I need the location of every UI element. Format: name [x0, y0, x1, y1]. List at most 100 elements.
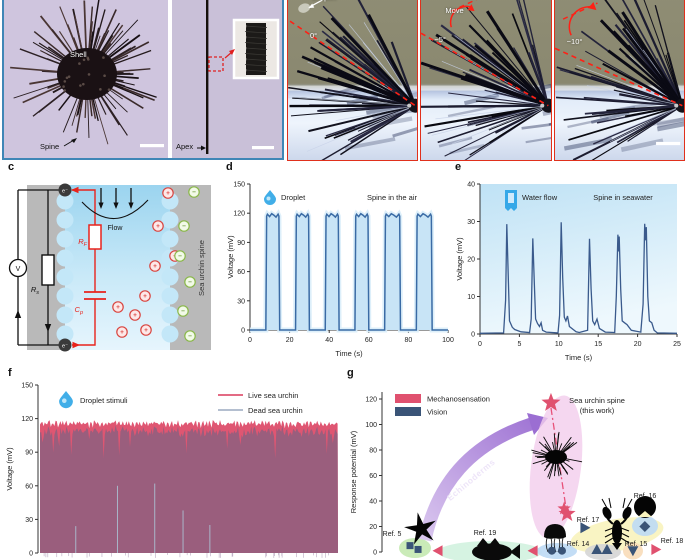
y-tick-label: 40: [369, 499, 377, 506]
ref-label: Ref. 19: [474, 530, 497, 537]
y-tick-label: 120: [21, 416, 33, 423]
this-work-label2: (this work): [580, 406, 615, 415]
svg-text:+: +: [143, 293, 147, 300]
overlap-band: [40, 425, 338, 553]
spine-arrow: [71, 138, 77, 143]
positive-ion: [140, 324, 152, 336]
scale-bar-move: [655, 141, 680, 146]
marker-star: [558, 504, 576, 522]
electron-node-top: [58, 183, 72, 197]
svg-text:−: −: [178, 253, 182, 260]
positive-ion: [116, 326, 128, 338]
flow-label: Flow: [108, 225, 124, 232]
move-frame-canvas: [421, 0, 551, 160]
electron-arrow-bottom: [72, 341, 80, 349]
voltage-trace: [250, 212, 448, 331]
marker-tri-left: [527, 545, 538, 557]
legend-label: Mechanosensation: [427, 395, 490, 404]
marker-square: [406, 542, 414, 550]
echinoderm-arrow: [418, 417, 534, 542]
marker-circle: [547, 546, 556, 555]
angle-label-0: 0°: [310, 31, 318, 40]
flow-arrows: [98, 188, 134, 209]
reference-dashed-line: [421, 32, 550, 107]
y-axis-title: Voltage (mV): [226, 235, 235, 279]
urchin-shell-body: [57, 48, 117, 100]
legend-swatch: [395, 394, 421, 403]
y-tick-label: 120: [233, 211, 245, 218]
lobster-silhouette: [601, 497, 633, 550]
x-tick-label: 20: [286, 337, 294, 344]
negative-ion: [174, 250, 186, 262]
move-frame-5deg: Move −5°: [420, 0, 552, 161]
electron-label-bottom: e⁻: [62, 344, 68, 350]
voltmeter: [8, 258, 28, 278]
droplet-arrow: [308, 3, 315, 9]
sea-urchin-silhouette: [531, 431, 583, 480]
marker-tri-down: [627, 546, 639, 557]
panel-label-d: d: [226, 161, 233, 173]
electron-label-top: e⁻: [62, 189, 68, 195]
current-arrow-down: [44, 324, 52, 332]
y-tick-label: 150: [233, 182, 245, 189]
group-bubble: [537, 543, 577, 559]
svg-text:−: −: [181, 308, 185, 315]
rf-resistor: [88, 224, 102, 250]
svg-text:+: +: [120, 329, 124, 336]
ref-label: Ref. 16: [634, 493, 657, 500]
svg-text:+: +: [144, 327, 148, 334]
x-tick-label: 100: [442, 337, 454, 344]
panel-label-f: f: [8, 367, 12, 379]
x-tick-label: 5: [517, 341, 521, 348]
pulse-fill: [250, 213, 448, 330]
y-tick-label: 20: [467, 257, 475, 264]
shell-label: Shell: [70, 50, 87, 59]
stimulus-label: Droplet stimuli: [80, 396, 128, 405]
flow-curve: [81, 199, 149, 220]
svg-text:−: −: [192, 189, 196, 196]
positive-ion: [149, 260, 161, 272]
marker-tri-up: [601, 543, 613, 554]
ref-label: Ref. 15: [625, 541, 648, 548]
scallop-silhouette: [634, 496, 656, 518]
x-tick-label: 80: [405, 337, 413, 344]
marker-diamond: [639, 521, 651, 532]
ref-label: Ref. 5: [383, 531, 402, 538]
y-tick-label: 90: [25, 450, 33, 457]
x-tick-label: 15: [594, 341, 602, 348]
svg-text:−: −: [182, 223, 186, 230]
y-tick-label: 90: [237, 240, 245, 247]
apex-arrow: [201, 145, 206, 151]
angle-label-10: −10°: [566, 37, 583, 46]
positive-ion: [129, 309, 141, 321]
condition-label: Spine in the air: [367, 193, 418, 202]
stimulus-label: Water flow: [522, 193, 558, 202]
y-tick-label: 30: [25, 517, 33, 524]
svg-text:−: −: [188, 333, 192, 340]
current-arrow-up: [14, 310, 22, 318]
negative-ion: [188, 186, 200, 198]
x-tick-label: 40: [325, 337, 333, 344]
y-tick-label: 0: [373, 550, 377, 557]
fish-silhouette: [472, 538, 520, 560]
y-axis-title: Voltage (mV): [455, 237, 464, 281]
y-axis-title: Response potential (mV): [349, 430, 358, 513]
chart-live-vs-dead: 0 30 60 90 120 150 Voltage (mV) Droplet stimuli…: [5, 383, 338, 558]
chart-droplet-air: 0 30 60 90 120 150 Voltage (mV) 0 20 40 60 80 100 Tim…: [226, 182, 454, 359]
electron-arrow-top: [71, 186, 79, 194]
y-tick-label: 150: [21, 383, 33, 390]
marker-square: [414, 545, 422, 553]
x-tick-label: 10: [555, 341, 563, 348]
svg-text:+: +: [116, 304, 120, 311]
photo-panel-spine-movement: Droplet 0° Move −5° −10°: [287, 0, 685, 161]
positive-ion: [162, 187, 174, 199]
x-tick-label: 60: [365, 337, 373, 344]
circuit-diagram: V Rs RF Cp e⁻ e⁻ Flow +++++++++−−−−−− Se…: [8, 183, 211, 352]
y-tick-label: 60: [25, 483, 33, 490]
cp-label: Cp: [75, 305, 83, 316]
urchin-photo-canvas: [10, 0, 282, 158]
marker-star: [541, 392, 561, 411]
y-axis-title: Voltage (mV): [5, 447, 14, 491]
y-tick-label: 10: [467, 294, 475, 301]
starfish-silhouette: [404, 512, 436, 545]
